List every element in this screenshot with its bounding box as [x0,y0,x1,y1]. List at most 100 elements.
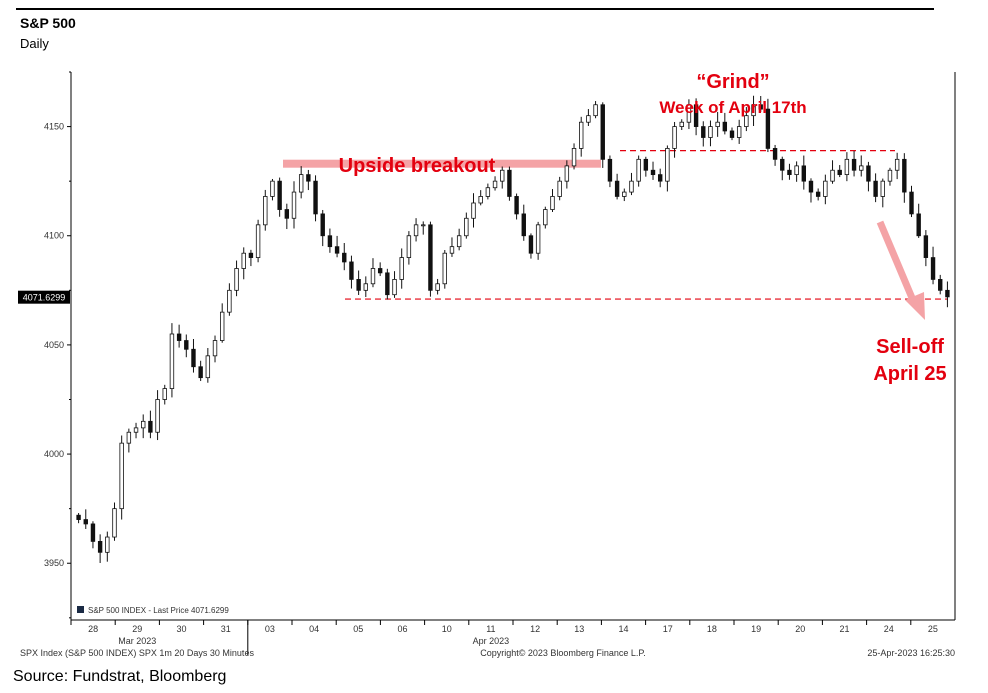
candle-body [349,261,354,280]
candle-body [808,180,814,193]
y-tick-label: 4150 [44,122,64,132]
candle-body [736,126,742,138]
candle-body [342,252,347,263]
selloff-arrow-head [905,292,925,320]
candle-body [679,121,684,127]
candle-body [930,257,936,280]
candle-body [385,272,390,296]
candle-body [198,366,203,379]
x-tick-label: 06 [397,624,407,634]
x-tick-label: 28 [88,624,98,634]
candle-body [751,104,756,117]
selloff-arrow-shaft [876,220,919,307]
candle-body [873,180,878,197]
x-tick-label: 11 [486,624,495,634]
x-tick-label: 12 [530,624,540,634]
candle-body [212,340,218,357]
candle-body [643,158,649,171]
source-note: Source: Fundstrat, Bloomberg [13,668,227,685]
x-tick-label: 13 [574,624,584,634]
candle-body [701,126,706,138]
candle-body [823,180,828,197]
candle-body [650,169,656,176]
last-price-label: 4071.6299 [23,293,66,303]
candle-body [866,165,871,182]
candle-body [241,252,246,269]
candle-body [600,104,605,160]
annotation-label: “Grind” [696,71,769,93]
footer-left: SPX Index (S&P 500 INDEX) SPX 1m 20 Days… [20,648,254,658]
candle-body [693,104,699,127]
candle-body [76,514,81,520]
footer-right: 25-Apr-2023 16:25:30 [867,648,955,658]
x-tick-label: 30 [176,624,186,634]
x-tick-label: 31 [221,624,231,634]
y-tick-label: 4050 [44,340,64,350]
candle-body [184,340,189,350]
footer-center: Copyright© 2023 Bloomberg Finance L.P. [480,648,646,658]
x-tick-label: 17 [663,624,673,634]
candle-body [97,541,103,553]
candle-body [507,169,512,197]
candle-body [672,126,677,149]
candle-body [622,191,627,197]
candle-body [593,104,598,117]
candle-body [902,158,907,193]
x-tick-label: 03 [265,624,275,634]
x-tick-label: 20 [795,624,805,634]
x-tick-label: 21 [839,624,849,634]
candle-body [571,148,577,167]
candle-body [471,202,476,219]
candle-body [894,158,900,171]
candle-body [478,196,483,204]
candle-body [306,174,311,182]
candle-body [428,224,433,291]
candle-body [219,311,225,341]
candle-body [227,289,232,313]
candle-body [234,268,239,291]
plot-frame [70,72,956,621]
month-label: Apr 2023 [473,636,510,646]
candle-body [614,180,620,197]
candle-body [320,213,325,237]
candle-body [787,169,792,176]
candle-body [830,169,835,182]
candle-body [765,108,771,149]
candle-body [665,148,670,182]
candle-body [528,235,534,254]
candle-body [248,252,254,258]
x-tick-label: 10 [442,624,452,634]
candle-body [708,126,713,138]
candle-body [334,246,340,254]
candle-body [492,180,498,189]
x-tick-label: 19 [751,624,761,634]
candle-body [586,115,591,123]
candle-body [485,187,491,197]
candle-body [126,431,132,444]
candle-body [255,224,261,258]
y-tick-label: 4000 [44,449,64,459]
candle-body [909,191,914,215]
candle-body [657,174,663,182]
x-tick-label: 18 [707,624,717,634]
candle-body [859,165,864,171]
x-tick-label: 04 [309,624,319,634]
annotations: Upside breakout “Grind” Week of April 17th… [339,71,947,385]
candle-body [744,115,749,127]
candle-body [543,209,548,226]
month-label: Mar 2023 [118,636,156,646]
candle-body [629,180,634,193]
candle-body [464,217,469,237]
candle-body [435,283,440,291]
chart-title: S&P 500 [20,15,76,31]
candle-body [327,235,333,248]
candle-body [112,508,117,538]
annotation-label: April 25 [873,363,946,385]
candle-body [794,165,799,176]
x-tick-label: 14 [618,624,628,634]
x-axis: 28 29 30 31 03 04 05 06 10 11 12 13 14 17 18 19 20 21 24 25… [70,620,938,655]
candle-body [729,130,735,138]
candle-body [377,268,383,274]
candle-body [579,121,584,149]
candle-body [815,191,821,197]
